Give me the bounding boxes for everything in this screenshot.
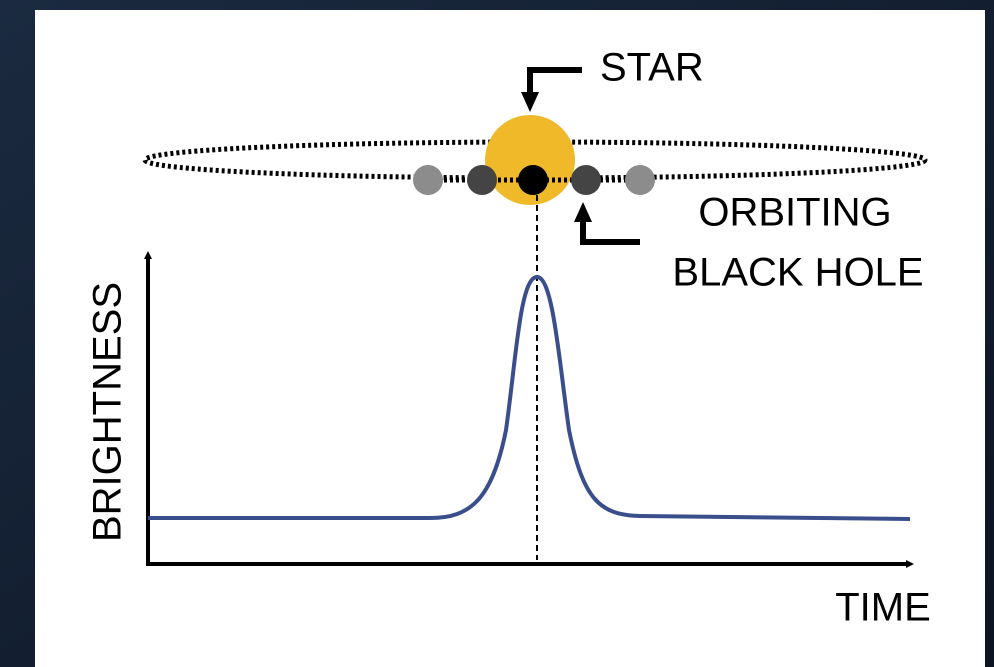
black-hole-position xyxy=(413,165,443,195)
page: STAR ORBITING BLACK HOLE BRIGHTNESS TIME… xyxy=(0,0,994,667)
black-hole xyxy=(518,165,548,195)
y-axis-label: BRIGHTNESS xyxy=(86,282,130,542)
orbiting-label: ORBITING xyxy=(698,191,891,235)
x-axis-label: TIME xyxy=(835,586,931,630)
black-hole-position xyxy=(571,165,601,195)
star-label: STAR xyxy=(600,46,704,90)
black-hole-position xyxy=(625,165,655,195)
black-hole-position xyxy=(467,165,497,195)
panel xyxy=(35,10,985,667)
black-hole-label: BLACK HOLE xyxy=(672,251,923,295)
diagram: STAR ORBITING BLACK HOLE BRIGHTNESS TIME xyxy=(0,0,994,667)
